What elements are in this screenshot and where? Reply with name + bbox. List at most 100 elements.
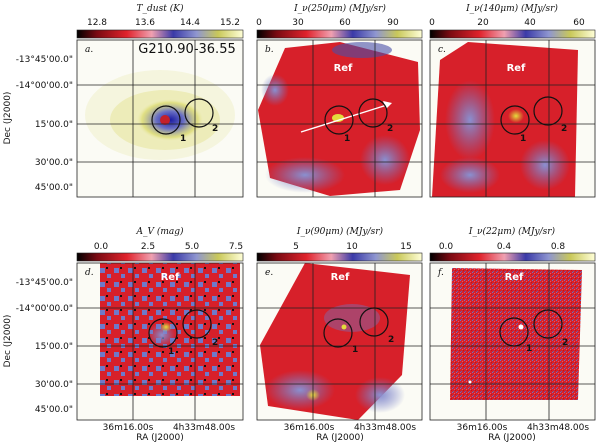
source-label-2: 2 xyxy=(562,338,568,348)
x-axis-label: RA (J2000) xyxy=(316,433,364,442)
panel-letter-e: e. xyxy=(265,268,273,278)
source-circle-2 xyxy=(358,98,388,128)
source-label-2: 2 xyxy=(388,335,394,345)
dec-tick-label: 45'00.0" xyxy=(35,405,73,415)
source-circle-1 xyxy=(500,105,530,135)
source-circle-1 xyxy=(324,105,354,135)
dec-tick-label: -14°00'00.0" xyxy=(16,304,73,314)
panel-frame xyxy=(76,39,244,198)
source-label-1: 1 xyxy=(344,134,350,144)
colorbar-tick: 0.4 xyxy=(497,242,512,252)
colorbar-d xyxy=(76,252,244,262)
colorbar-label-e: I_ν(90μm) (MJy/sr) xyxy=(296,226,384,237)
ra-tick-label: 4h33m48.00s xyxy=(527,423,589,433)
panel-frame xyxy=(429,39,596,198)
panel-f: I_ν(22μm) (MJy/sr) 0.0 0.4 0.8 f. Ref 1 … xyxy=(429,226,596,421)
colorbar-tick: 90 xyxy=(387,18,399,28)
colorbar-label-d: A_V (mag) xyxy=(135,226,184,237)
dec-tick-label: 45'00.0" xyxy=(35,183,73,193)
colorbar-tick: 14.4 xyxy=(180,18,200,28)
source-label-1: 1 xyxy=(526,344,532,354)
panel-letter-d: d. xyxy=(85,268,94,278)
colorbar-tick: 7.5 xyxy=(229,242,243,252)
y-axis-label: Dec (J2000) xyxy=(3,92,13,145)
colorbar-tick: 5.0 xyxy=(185,242,200,252)
panel-d: A_V (mag) 0.0 2.5 5.0 7.5 d. Ref 1 2 xyxy=(76,226,244,421)
colorbar-label-c: I_ν(140μm) (MJy/sr) xyxy=(465,3,558,14)
source-label-1: 1 xyxy=(168,347,174,357)
source-circle-2 xyxy=(533,96,563,126)
x-axis-label: RA (J2000) xyxy=(488,433,536,442)
colorbar-tick: 2.5 xyxy=(141,242,155,252)
panel-letter-b: b. xyxy=(265,45,274,55)
ref-label: Ref xyxy=(331,272,350,283)
source-label-2: 2 xyxy=(561,124,567,134)
colorbar-tick: 13.6 xyxy=(135,18,155,28)
ra-axis: 36m16.00s 4h33m48.00s RA (J2000) 36m16.0… xyxy=(103,423,590,442)
colorbar-tick: 12.8 xyxy=(87,18,107,28)
colorbar-tick: 0.8 xyxy=(551,242,566,252)
colorbar-label-f: I_ν(22μm) (MJy/sr) xyxy=(468,226,556,237)
source-circle-2 xyxy=(359,307,389,337)
source-circle-2 xyxy=(182,309,212,339)
colorbar-b xyxy=(256,29,423,39)
panel-letter-c: c. xyxy=(438,45,446,55)
colorbar-e xyxy=(256,252,423,262)
panel-e: I_ν(90μm) (MJy/sr) 5 10 15 e. Ref 1 2 xyxy=(256,226,423,421)
source-circle-1 xyxy=(148,318,178,348)
panel-letter-f: f. xyxy=(437,268,444,278)
colorbar-tick: 20 xyxy=(477,18,489,28)
panel-c: I_ν(140μm) (MJy/sr) 0 20 40 60 c. Ref 1 … xyxy=(429,3,596,198)
panel-frame xyxy=(256,262,423,421)
ra-tick-label: 4h33m48.00s xyxy=(173,423,235,433)
panel-a: T_dust (K) 12.8 13.6 14.4 15.2 a. G210.9… xyxy=(76,3,244,198)
map-image-f xyxy=(450,268,582,400)
colorbar-tick: 0 xyxy=(256,18,262,28)
panel-frame xyxy=(256,39,423,198)
source-circle-2 xyxy=(533,309,563,339)
source-circle-1 xyxy=(499,317,529,347)
source-label-1: 1 xyxy=(520,134,526,144)
panel-frame xyxy=(76,262,244,421)
ref-label: Ref xyxy=(505,272,524,283)
ref-label: Ref xyxy=(334,63,353,74)
dec-tick-label: -13°45'00.0" xyxy=(16,55,73,65)
source-label-1: 1 xyxy=(352,345,358,355)
colorbar-a xyxy=(76,29,244,39)
source-circle-1 xyxy=(151,105,181,135)
colorbar-tick: 40 xyxy=(524,18,536,28)
dec-axis-top: -13°45'00.0" -14°00'00.0" 15'00.0" 30'00… xyxy=(3,55,73,193)
colorbar-tick: 0 xyxy=(429,18,435,28)
colorbar-tick: 0.0 xyxy=(439,242,454,252)
cut-arrow xyxy=(300,104,388,133)
colorbar-tick: 30 xyxy=(292,18,304,28)
field-name: G210.90-36.55 xyxy=(138,42,235,57)
source-label-2: 2 xyxy=(212,338,218,348)
dec-axis-bottom: -13°45'00.0" -14°00'00.0" 15'00.0" 30'00… xyxy=(3,278,73,415)
colorbar-tick: 0.0 xyxy=(94,242,109,252)
dec-tick-label: 15'00.0" xyxy=(35,342,73,352)
dec-tick-label: 30'00.0" xyxy=(35,158,73,168)
dec-tick-label: 15'00.0" xyxy=(35,120,73,130)
dec-tick-label: -14°00'00.0" xyxy=(16,81,73,91)
colorbar-f xyxy=(429,252,596,262)
ra-tick-label: 36m16.00s xyxy=(103,423,154,433)
source-label-2: 2 xyxy=(387,124,393,134)
ra-tick-label: 36m16.00s xyxy=(284,423,335,433)
ref-label: Ref xyxy=(161,272,180,283)
source-label-1: 1 xyxy=(180,134,186,144)
dec-tick-label: 30'00.0" xyxy=(35,380,73,390)
colorbar-tick: 60 xyxy=(339,18,351,28)
colorbar-tick: 15.2 xyxy=(220,18,240,28)
dec-tick-label: -13°45'00.0" xyxy=(16,278,73,288)
ref-label: Ref xyxy=(507,63,526,74)
colorbar-tick: 10 xyxy=(346,242,358,252)
ra-tick-label: 4h33m48.00s xyxy=(354,423,416,433)
source-label-2: 2 xyxy=(212,124,218,134)
ra-tick-label: 36m16.00s xyxy=(457,423,508,433)
colorbar-c xyxy=(429,29,596,39)
panel-frame xyxy=(429,262,596,421)
panel-letter-a: a. xyxy=(85,45,93,55)
y-axis-label: Dec (J2000) xyxy=(3,315,13,368)
